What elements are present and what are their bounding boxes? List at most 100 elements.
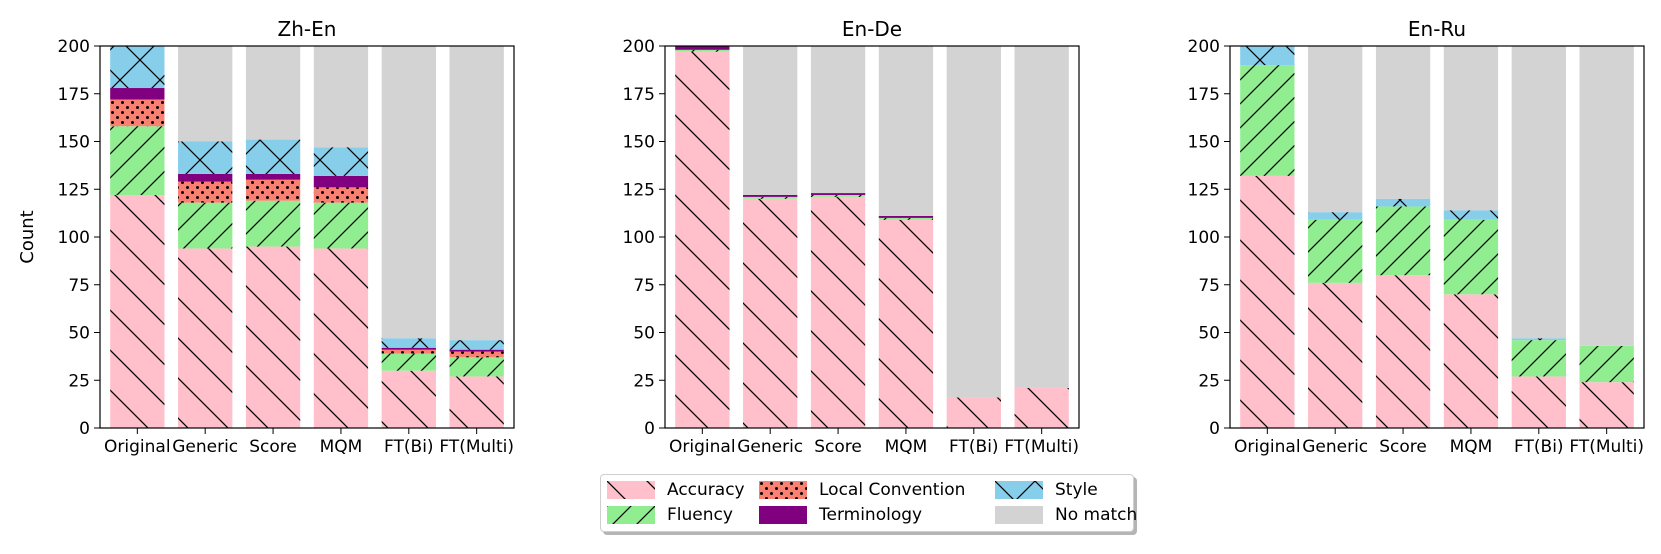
bar-original-fluency: [1240, 65, 1295, 176]
x-tick-label: MQM: [885, 437, 928, 457]
legend-item-style: Style: [995, 479, 1098, 501]
bar-mqm-terminology: [878, 215, 934, 218]
bar-original-accuracy: [1240, 175, 1295, 428]
bar-score-fluency: [810, 194, 866, 197]
y-tick-label: 125: [1188, 180, 1220, 200]
bar-ft-multi-style: [449, 340, 504, 350]
x-tick-label: FT(Multi): [439, 437, 514, 457]
y-tick-label: 25: [633, 371, 655, 391]
bar-ft-bi-accuracy: [946, 397, 1001, 428]
bar-ft-multi-fluency: [1579, 345, 1634, 383]
bar-mqm-style: [1443, 210, 1499, 220]
legend-swatch-no-match: [995, 506, 1043, 524]
x-tick-label: Generic: [737, 437, 803, 457]
chart-panel-zh-en: Original Generic Score MQM FT(Bi) FT(Multi) 0 2…: [17, 17, 515, 457]
bar-score-fluency: [245, 200, 301, 247]
bar-ft-bi-fluency: [1511, 340, 1566, 377]
legend-swatch-terminology: [759, 506, 807, 524]
bar-score-accuracy: [245, 246, 301, 428]
bar-ft-multi-local-convention: [449, 351, 504, 358]
bar-generic-terminology: [178, 173, 233, 182]
y-tick-label: 100: [623, 228, 655, 248]
bar-generic-no-match: [1308, 46, 1363, 213]
y-tick-label: 50: [633, 324, 655, 344]
y-tick-label: 175: [623, 85, 655, 105]
legend: Accuracy Local Convention Style Fluency …: [600, 474, 1137, 532]
y-tick-label: 150: [1188, 133, 1220, 153]
bar-ft-bi-fluency: [381, 353, 436, 371]
bar-ft-multi-accuracy: [449, 376, 504, 428]
y-tick-label: 25: [1198, 371, 1220, 391]
y-tick-label: 0: [79, 419, 90, 439]
bar-generic-fluency: [178, 202, 233, 249]
bar-score-no-match: [245, 46, 301, 140]
y-tick-label: 75: [633, 276, 655, 296]
y-tick-label: 25: [68, 371, 90, 391]
legend-item-local-convention: Local Convention: [759, 479, 965, 501]
x-tick-label: Original: [1234, 437, 1301, 457]
y-tick-label: 0: [644, 419, 655, 439]
bar-mqm-fluency: [313, 202, 369, 249]
axes-frame: [664, 45, 1080, 429]
bar-original-terminology: [110, 88, 165, 100]
bar-ft-bi-terminology: [381, 347, 436, 350]
y-tick-label: 125: [623, 180, 655, 200]
chart-panel-en-de: Original Generic Score MQM FT(Bi) FT(Multi) 0 2…: [623, 17, 1080, 457]
bar-ft-bi-local-convention: [381, 349, 436, 354]
legend-label: Accuracy: [667, 480, 745, 500]
bar-ft-bi-accuracy: [381, 370, 436, 428]
legend-item-fluency: Fluency: [607, 504, 733, 526]
legend-label: No match: [1055, 505, 1138, 525]
chart-title: En-Ru: [1408, 17, 1466, 41]
bar-mqm-accuracy: [313, 248, 369, 428]
legend-swatch-accuracy: [607, 481, 655, 499]
x-tick-label: FT(Bi): [949, 437, 999, 457]
bar-ft-multi-no-match: [1014, 46, 1069, 388]
bar-mqm-accuracy: [1443, 294, 1499, 428]
bar-score-style: [1375, 198, 1431, 207]
bar-original-terminology: [675, 46, 730, 50]
legend-swatch-fluency: [607, 506, 655, 524]
x-tick-label: MQM: [320, 437, 363, 457]
y-tick-label: 150: [623, 133, 655, 153]
x-tick-label: Original: [669, 437, 736, 457]
bar-mqm-no-match: [1443, 46, 1499, 211]
legend-swatch-local-convention: [759, 481, 807, 499]
bar-ft-multi-no-match: [1579, 46, 1634, 346]
axes-frame: [99, 45, 515, 429]
x-tick-label: Generic: [172, 437, 238, 457]
bar-generic-accuracy: [1308, 282, 1363, 428]
legend-item-accuracy: Accuracy: [607, 479, 745, 501]
x-tick-label: Score: [249, 437, 297, 457]
bar-generic-terminology: [743, 194, 798, 197]
y-tick-label: 125: [58, 180, 90, 200]
y-tick-label: 0: [1209, 419, 1220, 439]
x-tick-label: FT(Multi): [1004, 437, 1079, 457]
bar-original-accuracy: [110, 194, 165, 428]
bar-mqm-no-match: [878, 46, 934, 216]
axes-frame: [1229, 45, 1645, 429]
bar-ft-bi-accuracy: [1511, 376, 1566, 428]
chart-panel-en-ru: Original Generic Score MQM FT(Bi) FT(Multi) 0 2…: [1188, 17, 1645, 457]
bar-ft-multi-fluency: [449, 357, 504, 377]
bar-score-terminology: [810, 193, 866, 195]
bar-mqm-local-convention: [313, 187, 369, 203]
y-tick-label: 100: [58, 228, 90, 248]
bar-ft-bi-no-match: [1511, 46, 1566, 339]
y-tick-label: 175: [58, 85, 90, 105]
y-axis-label: Count: [17, 210, 38, 263]
x-tick-label: Generic: [1302, 437, 1368, 457]
legend-swatch-style: [995, 481, 1043, 499]
x-tick-label: Original: [104, 437, 171, 457]
bar-mqm-terminology: [313, 175, 369, 188]
bar-original-fluency: [675, 49, 730, 52]
bar-score-style: [245, 139, 301, 174]
bar-score-fluency: [1375, 206, 1431, 276]
legend-item-no-match: No match: [995, 504, 1137, 526]
y-tick-label: 200: [1188, 37, 1220, 57]
y-tick-label: 200: [58, 37, 90, 57]
bar-mqm-accuracy: [878, 219, 934, 428]
bar-generic-accuracy: [743, 198, 798, 428]
y-tick-label: 200: [623, 37, 655, 57]
